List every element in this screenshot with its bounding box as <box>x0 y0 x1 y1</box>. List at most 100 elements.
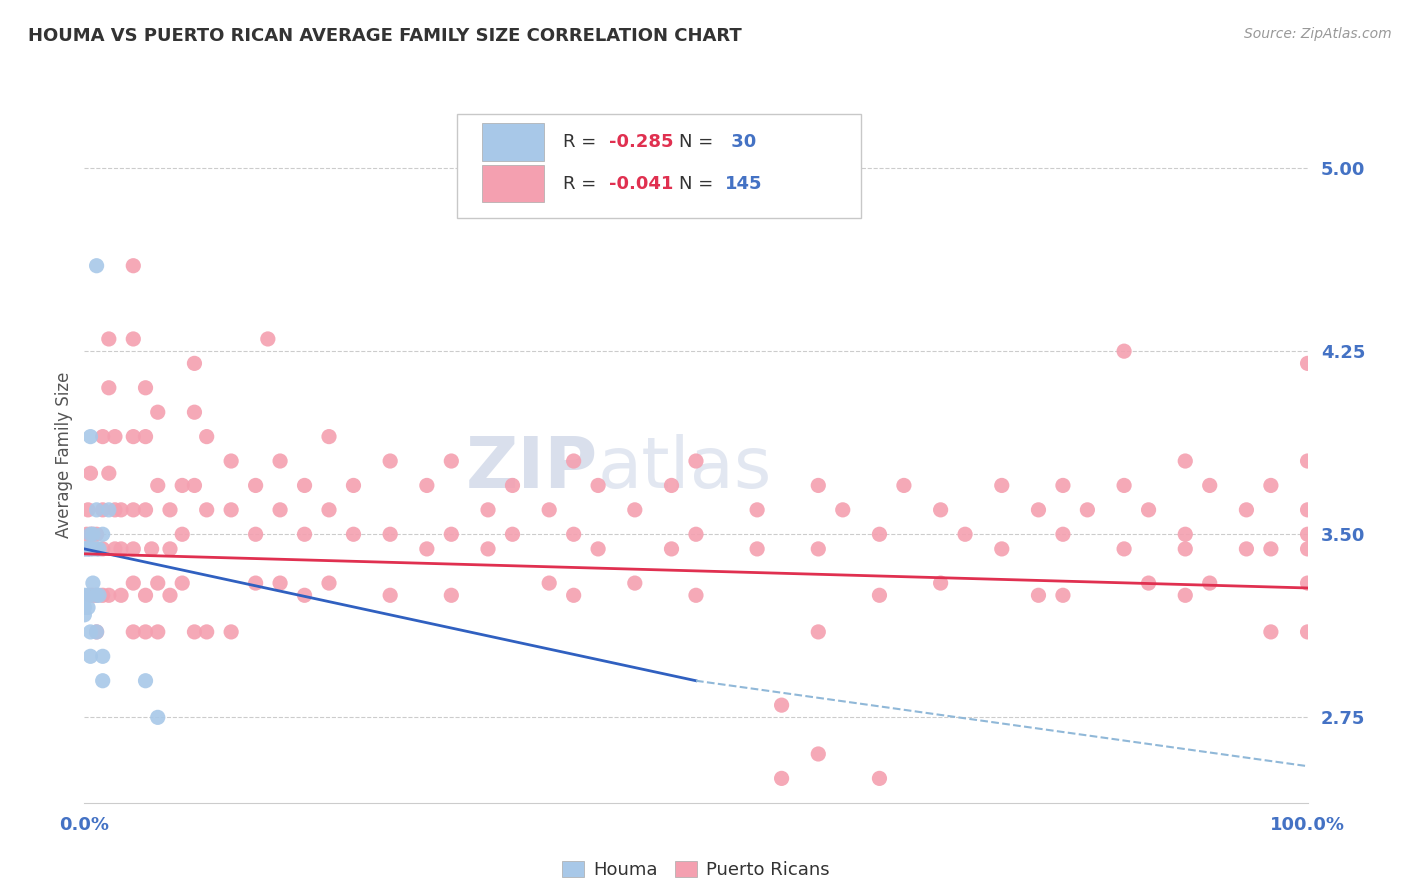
Point <box>1296 576 1319 591</box>
Point <box>91 503 114 517</box>
Point <box>82 588 104 602</box>
Text: N =: N = <box>679 175 713 193</box>
Point <box>1114 344 1136 359</box>
Point <box>661 478 683 492</box>
Point <box>807 541 830 556</box>
Point <box>380 454 402 468</box>
Point <box>1260 478 1282 492</box>
Point <box>73 607 96 622</box>
Point <box>380 588 402 602</box>
Point <box>477 541 499 556</box>
Point <box>77 588 100 602</box>
Point <box>1052 478 1074 492</box>
Point <box>77 541 100 556</box>
Point <box>135 381 157 395</box>
Point <box>747 541 769 556</box>
Point <box>110 503 132 517</box>
Point <box>1114 541 1136 556</box>
Point <box>1296 624 1319 639</box>
Point <box>318 429 340 443</box>
Point <box>1260 541 1282 556</box>
FancyBboxPatch shape <box>457 114 860 219</box>
Point <box>97 588 120 602</box>
Point <box>1137 576 1160 591</box>
Point <box>869 588 891 602</box>
Point <box>141 541 163 556</box>
FancyBboxPatch shape <box>482 165 544 202</box>
Point <box>159 588 181 602</box>
Point <box>86 503 108 517</box>
Point <box>87 588 110 602</box>
Point <box>807 624 830 639</box>
Point <box>146 576 169 591</box>
Point <box>624 576 647 591</box>
Point <box>76 527 98 541</box>
Point <box>294 588 316 602</box>
Point <box>172 576 194 591</box>
Point <box>869 527 891 541</box>
Point <box>562 454 585 468</box>
Point <box>79 527 101 541</box>
Point <box>79 624 101 639</box>
Point <box>929 503 952 517</box>
Point <box>538 503 561 517</box>
Point <box>1234 541 1257 556</box>
Point <box>146 478 169 492</box>
Point <box>122 541 145 556</box>
Point <box>269 503 291 517</box>
Point <box>110 588 132 602</box>
Point <box>77 541 100 556</box>
Text: atlas: atlas <box>598 434 772 503</box>
Point <box>501 478 523 492</box>
Point <box>79 588 101 602</box>
Point <box>869 772 891 786</box>
Point <box>770 772 793 786</box>
Text: ZIP: ZIP <box>465 434 598 503</box>
Point <box>342 478 364 492</box>
Point <box>86 588 108 602</box>
Point <box>1198 576 1220 591</box>
Legend: Houma, Puerto Ricans: Houma, Puerto Ricans <box>555 854 837 887</box>
Text: R =: R = <box>562 175 596 193</box>
Point <box>91 541 114 556</box>
Point <box>953 527 976 541</box>
Point <box>586 478 609 492</box>
Point <box>1296 454 1319 468</box>
Point <box>122 259 145 273</box>
Point <box>122 503 145 517</box>
Point <box>73 541 96 556</box>
Point <box>135 624 157 639</box>
Point <box>195 624 218 639</box>
Text: 30: 30 <box>725 133 756 151</box>
Point <box>104 429 127 443</box>
Point <box>219 503 242 517</box>
Point <box>183 405 205 419</box>
Point <box>257 332 280 346</box>
Point <box>1296 527 1319 541</box>
Point <box>893 478 915 492</box>
Point <box>77 503 100 517</box>
Point <box>146 624 169 639</box>
Point <box>104 541 127 556</box>
Point <box>380 527 402 541</box>
Point <box>122 332 145 346</box>
Point <box>97 381 120 395</box>
Point <box>97 467 120 481</box>
Point <box>79 429 101 443</box>
Point <box>562 588 585 602</box>
Point <box>269 454 291 468</box>
Point <box>1174 527 1197 541</box>
Point <box>135 588 157 602</box>
Point <box>183 624 205 639</box>
Point <box>416 541 439 556</box>
Point <box>86 259 108 273</box>
Point <box>294 478 316 492</box>
Text: R =: R = <box>562 133 596 151</box>
Point <box>159 541 181 556</box>
Point <box>929 576 952 591</box>
Point <box>342 527 364 541</box>
Point <box>990 478 1012 492</box>
Point <box>122 624 145 639</box>
Point <box>91 588 114 602</box>
Point <box>1076 503 1098 517</box>
